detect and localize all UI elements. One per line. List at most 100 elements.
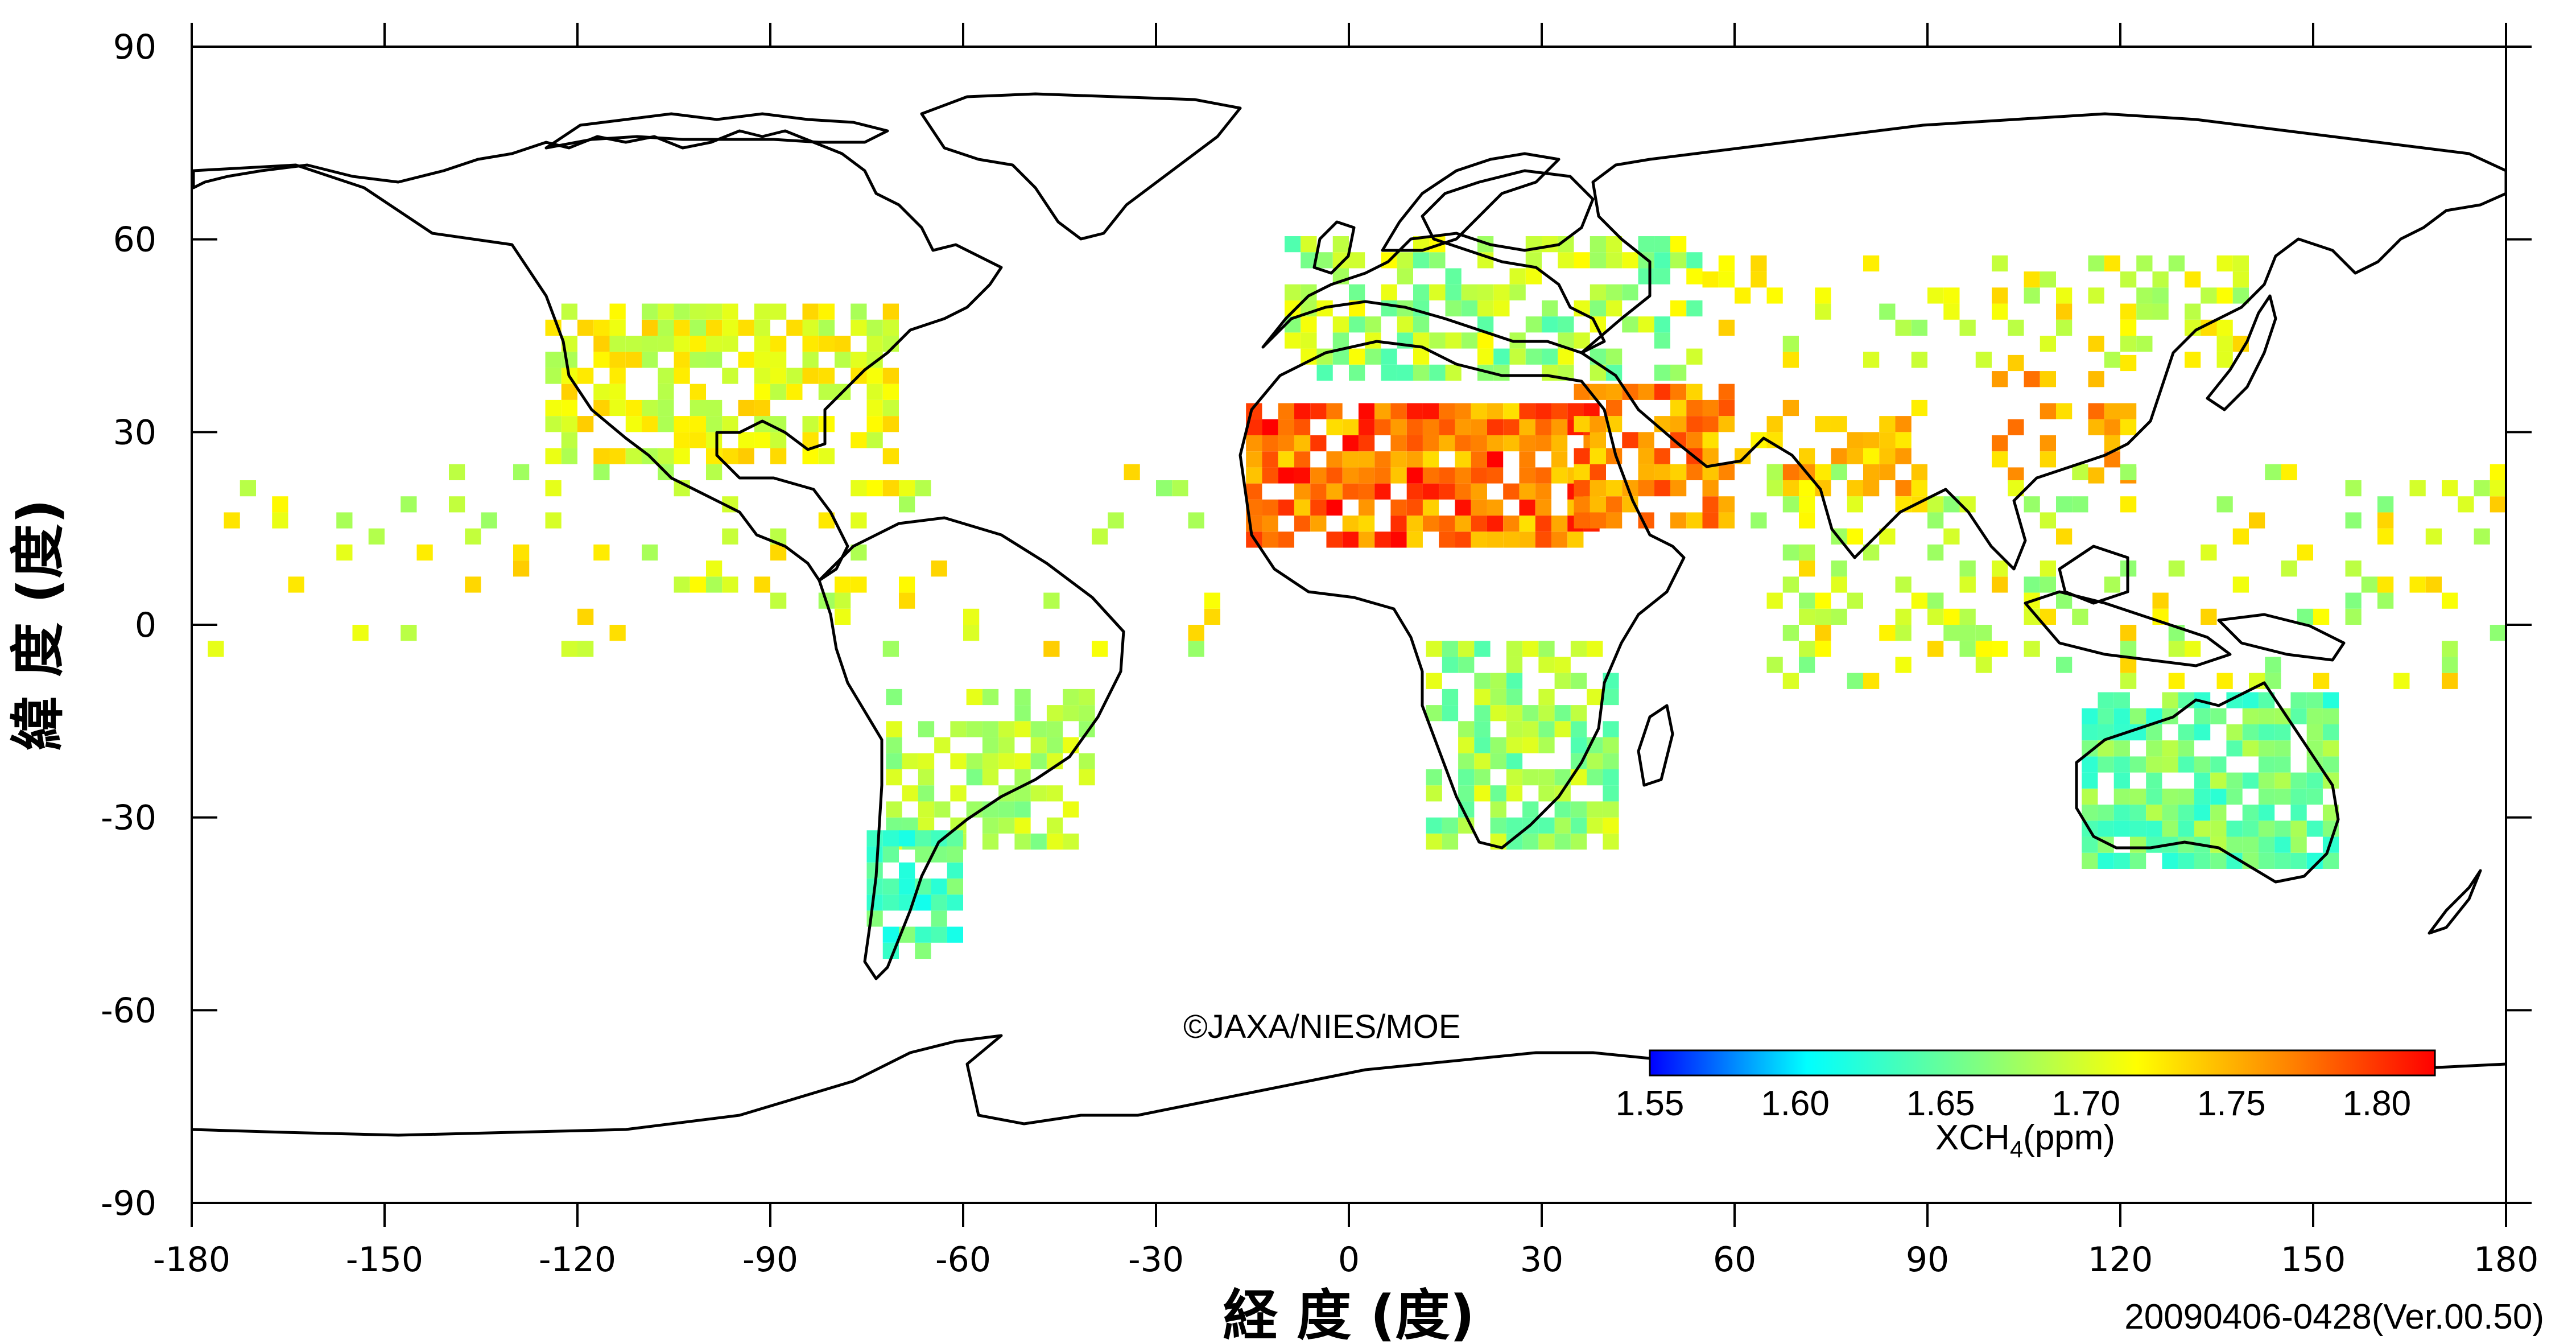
xch4-cell — [1503, 483, 1520, 500]
xch4-cell — [2113, 708, 2130, 724]
xch4-cell — [1522, 737, 1539, 753]
xch4-cell — [866, 830, 883, 847]
xch4-cell — [642, 303, 658, 320]
xch4-cell — [1535, 499, 1551, 516]
xch4-cell — [2098, 821, 2114, 837]
xch4-cell — [1294, 435, 1311, 452]
xch4-cell — [1895, 608, 1912, 625]
xch4-cell — [449, 464, 465, 480]
xch4-cell — [1458, 721, 1475, 737]
xch4-cell — [966, 753, 982, 769]
xch4-cell — [1445, 300, 1462, 317]
xch4-cell — [2232, 528, 2249, 545]
xch4-cell — [1815, 641, 1831, 657]
xch4-cell — [2088, 287, 2104, 304]
xch4-cell — [2442, 592, 2458, 609]
xch4-cell — [1751, 432, 1767, 448]
xch4-cell — [1570, 721, 1587, 737]
xch4-cell — [1686, 348, 1703, 365]
xch4-cell — [1686, 268, 1703, 285]
colorbar-tick-label: 1.70 — [2051, 1084, 2120, 1123]
xch4-cell — [2162, 788, 2178, 805]
xch4-cell — [1030, 721, 1047, 737]
xch4-cell — [1474, 737, 1491, 753]
xch4-cell — [1638, 464, 1654, 480]
xch4-cell — [1519, 467, 1535, 484]
xch4-cell — [1638, 236, 1654, 253]
xch4-cell — [1606, 364, 1623, 381]
xch4-cell — [1390, 499, 1407, 516]
xch4-cell — [1587, 753, 1603, 769]
xch4-cell — [886, 737, 902, 753]
xch4-cell — [658, 399, 674, 417]
xch4-cell — [2178, 836, 2194, 853]
xch4-cell — [208, 641, 224, 657]
lat-tick-label: 60 — [113, 220, 156, 260]
xch4-cell — [1718, 384, 1735, 400]
xch4-cell — [1294, 403, 1311, 419]
xch4-cell — [465, 576, 481, 593]
xch4-cell — [1735, 287, 1751, 304]
xch4-cell — [1535, 531, 1551, 548]
xch4-cell — [2146, 788, 2162, 805]
xch4-cell — [918, 785, 935, 802]
xch4-cell — [1538, 737, 1555, 753]
xch4-cell — [2040, 435, 2056, 452]
xch4-cell — [1879, 432, 1896, 448]
xch4-cell — [1535, 483, 1551, 500]
xch4-data-cells — [208, 236, 2506, 959]
xch4-cell — [1895, 480, 1912, 497]
xch4-cell — [1815, 287, 1831, 304]
xch4-cell — [1959, 608, 1976, 625]
xch4-cell — [658, 384, 674, 400]
xch4-cell — [1358, 435, 1375, 452]
xch4-cell — [1014, 817, 1031, 834]
xch4-cell — [1374, 419, 1391, 435]
xch4-cell — [1702, 416, 1719, 432]
xch4-cell — [866, 384, 883, 400]
xch4-cell — [1079, 769, 1095, 786]
xch4-cell — [1490, 817, 1506, 834]
xch4-cell — [2345, 512, 2362, 529]
xch4-cell — [2442, 641, 2458, 657]
xch4-cell — [835, 352, 851, 368]
xch4-cell — [1043, 592, 1060, 609]
xch4-cell — [899, 862, 915, 879]
xch4-cell — [835, 608, 851, 625]
xch4-cell — [1474, 785, 1491, 802]
lat-tick-label: 30 — [113, 413, 156, 452]
xch4-cell — [2249, 512, 2265, 529]
xch4-cell — [2290, 708, 2307, 724]
lon-tick-label: -90 — [742, 1240, 798, 1280]
xch4-cell — [1332, 252, 1349, 269]
xch4-cell — [818, 448, 835, 464]
xch4-cell — [1204, 608, 1220, 625]
xch4-cell — [1509, 284, 1526, 300]
xch4-cell — [658, 319, 674, 336]
xch4-cell — [1442, 689, 1459, 706]
xch4-cell — [1310, 435, 1327, 452]
xch4-cell — [2120, 496, 2137, 513]
xch4-cell — [1943, 625, 1960, 641]
xch4-cell — [1326, 483, 1343, 500]
xch4-cell — [2306, 724, 2323, 741]
xch4-cell — [1390, 403, 1407, 419]
xch4-cell — [609, 352, 626, 368]
xch4-cell — [1413, 252, 1430, 269]
xch4-cell — [2040, 336, 2056, 352]
xch4-cell — [1551, 403, 1568, 419]
xch4-cell — [1445, 364, 1462, 381]
xch4-cell — [1439, 435, 1455, 452]
xch4-cell — [1326, 451, 1343, 468]
xch4-cell — [674, 416, 690, 432]
xch4-cell — [336, 512, 353, 529]
xch4-cell — [1458, 753, 1475, 769]
xch4-cell — [1535, 419, 1551, 435]
xch4-cell — [1959, 576, 1976, 593]
xch4-cell — [1975, 625, 1992, 641]
xch4-cell — [915, 830, 931, 847]
xch4-cell — [1670, 236, 1687, 253]
xch4-cell — [1943, 608, 1960, 625]
xch4-cell — [1262, 467, 1278, 484]
xch4-cell — [2216, 287, 2233, 304]
